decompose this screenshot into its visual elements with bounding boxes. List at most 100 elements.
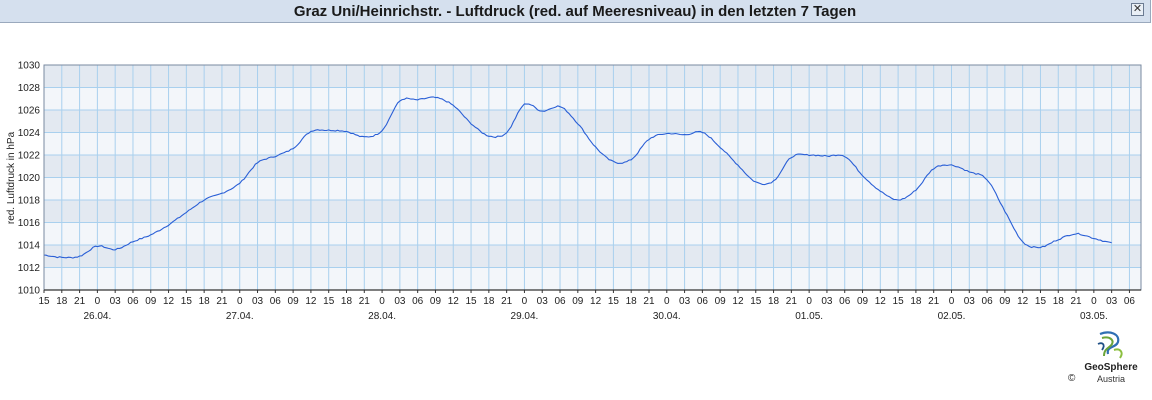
x-tick-label: 03	[679, 296, 691, 307]
x-tick-label: 15	[1035, 296, 1047, 307]
band	[44, 177, 1141, 200]
x-tick-label: 0	[949, 296, 955, 307]
x-tick-label: 0	[806, 296, 812, 307]
band	[44, 267, 1141, 290]
x-tick-label: 06	[127, 296, 139, 307]
x-tick-label: 21	[74, 296, 86, 307]
x-tick-label: 03	[1106, 296, 1118, 307]
x-tick-label: 0	[522, 296, 528, 307]
y-tick-label: 1022	[18, 151, 41, 162]
x-tick-label: 0	[237, 296, 243, 307]
x-tick-label: 15	[38, 296, 50, 307]
x-tick-label: 09	[857, 296, 869, 307]
x-tick-label: 15	[181, 296, 193, 307]
chart-title: Graz Uni/Heinrichstr. - Luftdruck (red. …	[293, 2, 857, 20]
x-tick-label: 09	[288, 296, 300, 307]
date-label: 01.05.	[795, 311, 823, 322]
y-tick-label: 1014	[18, 241, 41, 252]
series-layer	[43, 96, 1112, 259]
x-tick-label: 18	[483, 296, 495, 307]
x-tick-label: 15	[750, 296, 762, 307]
x-tick-label: 03	[394, 296, 406, 307]
logo-name: GeoSphere	[1084, 362, 1138, 373]
x-tick-label: 15	[465, 296, 477, 307]
x-tick-label: 18	[199, 296, 211, 307]
x-tick-label: 09	[999, 296, 1011, 307]
x-tick-label: 21	[501, 296, 513, 307]
x-tick-label: 12	[875, 296, 887, 307]
y-tick-labels: 1010 1012 1014 1016 1018 1020 1022 1024 1026 1028…	[18, 61, 41, 297]
date-label: 03.05.	[1080, 311, 1108, 322]
logo-country: Austria	[1096, 374, 1125, 384]
band	[44, 222, 1141, 245]
x-tick-label: 21	[786, 296, 798, 307]
date-labels: 26.04. 27.04. 28.04. 29.04. 30.04. 01.05. 02.0…	[83, 311, 1107, 322]
x-tick-label: 03	[964, 296, 976, 307]
x-tick-label: 12	[448, 296, 460, 307]
x-tick-label: 12	[1017, 296, 1029, 307]
x-tick-label: 03	[821, 296, 833, 307]
x-tick-label: 09	[430, 296, 442, 307]
x-tick-label: 0	[95, 296, 101, 307]
x-tick-label: 18	[56, 296, 68, 307]
x-tick-label: 12	[590, 296, 602, 307]
date-label: 30.04.	[653, 311, 681, 322]
x-tick-label: 18	[626, 296, 638, 307]
date-label: 27.04.	[226, 311, 254, 322]
x-tick-label: 18	[768, 296, 780, 307]
x-tick-label: 21	[1070, 296, 1082, 307]
title-bar: Graz Uni/Heinrichstr. - Luftdruck (red. …	[0, 0, 1151, 23]
x-tick-label: 09	[572, 296, 584, 307]
x-tick-label: 12	[163, 296, 175, 307]
y-tick-label: 1010	[18, 286, 41, 297]
x-tick-label: 06	[1124, 296, 1136, 307]
x-tick-label: 06	[554, 296, 566, 307]
y-tick-label: 1024	[18, 128, 41, 139]
x-tick-label: 21	[643, 296, 655, 307]
copyright-symbol: ©	[1068, 373, 1076, 384]
x-tick-label: 18	[341, 296, 353, 307]
x-tick-label: 06	[697, 296, 709, 307]
band	[44, 245, 1141, 268]
x-tick-label: 15	[608, 296, 620, 307]
y-axis-label: red. Luftdruck in hPa	[6, 131, 17, 224]
axes	[43, 64, 1142, 291]
band	[44, 65, 1141, 88]
x-tick-label: 09	[715, 296, 727, 307]
x-tick-label: 0	[664, 296, 670, 307]
y-tick-label: 1016	[18, 218, 41, 229]
y-tick-label: 1020	[18, 173, 41, 184]
x-tick-label: 06	[982, 296, 994, 307]
x-tick-label: 12	[732, 296, 744, 307]
y-tick-label: 1028	[18, 83, 41, 94]
x-tick-label: 15	[893, 296, 905, 307]
x-tick-label: 0	[379, 296, 385, 307]
date-label: 02.05.	[938, 311, 966, 322]
x-tick-label: 0	[1091, 296, 1097, 307]
x-tick-label: 06	[412, 296, 424, 307]
geosphere-logo: GeoSphere Austria	[1080, 328, 1142, 388]
x-tick-label: 15	[323, 296, 335, 307]
gridlines	[43, 64, 1141, 291]
x-tick-label: 12	[305, 296, 317, 307]
y-tick-label: 1026	[18, 106, 41, 117]
band	[44, 155, 1141, 178]
band	[44, 200, 1141, 223]
series-line	[43, 96, 1112, 259]
band	[44, 87, 1141, 110]
x-tick-label: 21	[928, 296, 940, 307]
band	[44, 110, 1141, 133]
x-tick-labels: 15 18 21 0 03 06 09 12 15 18 21 0 03 06 09 12 15 18 21 0 03 0…	[38, 290, 1135, 307]
x-tick-label: 21	[216, 296, 228, 307]
x-tick-label: 03	[252, 296, 264, 307]
geosphere-logo-mark-icon	[1097, 331, 1123, 359]
date-label: 29.04.	[511, 311, 539, 322]
x-tick-label: 06	[270, 296, 282, 307]
close-icon[interactable]: ✕	[1131, 3, 1144, 16]
y-tick-label: 1012	[18, 263, 41, 274]
x-tick-label: 09	[145, 296, 157, 307]
x-tick-label: 03	[537, 296, 549, 307]
x-tick-label: 06	[839, 296, 851, 307]
x-tick-label: 18	[910, 296, 922, 307]
